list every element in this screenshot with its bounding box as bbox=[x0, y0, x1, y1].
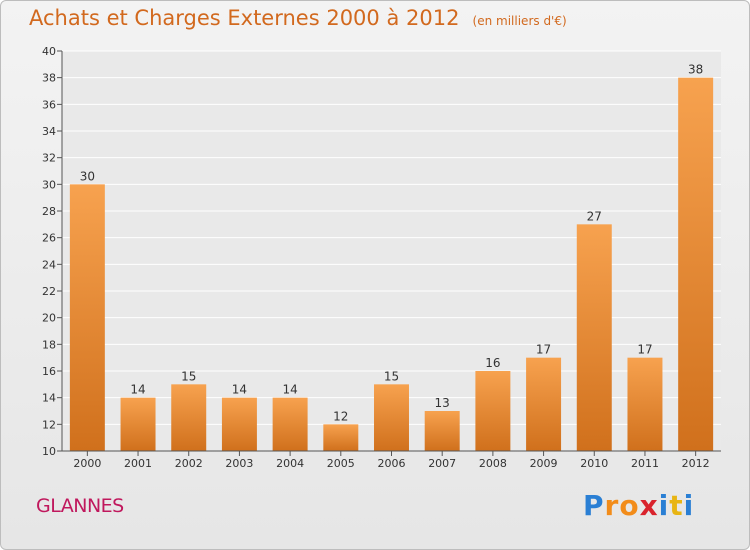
data-label: 14 bbox=[232, 383, 247, 397]
y-tick-label: 12 bbox=[42, 418, 56, 431]
y-tick-label: 22 bbox=[42, 285, 56, 298]
logo-letter: i bbox=[683, 489, 695, 522]
y-tick-label: 36 bbox=[42, 98, 56, 111]
y-tick-label: 28 bbox=[42, 205, 56, 218]
bar-2011 bbox=[627, 357, 663, 451]
place-name: GLANNES bbox=[36, 495, 124, 517]
bar-2002 bbox=[171, 384, 207, 451]
x-tick-label: 2008 bbox=[479, 457, 507, 470]
bar-2003 bbox=[221, 397, 257, 451]
y-tick-label: 26 bbox=[42, 232, 56, 245]
x-tick-label: 2002 bbox=[175, 457, 203, 470]
y-tick-label: 18 bbox=[42, 338, 56, 351]
data-label: 12 bbox=[333, 409, 348, 423]
y-tick-label: 30 bbox=[42, 178, 56, 191]
x-tick-label: 2010 bbox=[580, 457, 608, 470]
chart-unit: (en milliers d'€) bbox=[472, 14, 567, 28]
logo-letter: x bbox=[639, 489, 659, 522]
labels-layer: 30 14 15 14 14 12 15 13 16 17 27 17 38 bbox=[80, 63, 704, 424]
bar-2009 bbox=[526, 357, 562, 451]
data-label: 38 bbox=[688, 63, 703, 77]
x-tick-label: 2003 bbox=[225, 457, 253, 470]
bar-2006 bbox=[374, 384, 409, 451]
data-label: 14 bbox=[130, 383, 145, 397]
logo-letter: i bbox=[658, 489, 670, 522]
bar-2008 bbox=[475, 371, 511, 451]
y-tick-label: 16 bbox=[42, 365, 56, 378]
data-label: 27 bbox=[587, 209, 602, 223]
data-label: 17 bbox=[536, 343, 551, 357]
bars-layer bbox=[69, 77, 714, 452]
logo-letter: o bbox=[619, 489, 640, 522]
x-tick-label: 2001 bbox=[124, 457, 152, 470]
title-row: Achats et Charges Externes 2000 à 2012 (… bbox=[29, 6, 567, 30]
x-tick-label: 2011 bbox=[631, 457, 659, 470]
bar-2005 bbox=[323, 424, 359, 451]
x-tick-label: 2004 bbox=[276, 457, 304, 470]
y-tick-label: 32 bbox=[42, 152, 56, 165]
x-tick-label: 2005 bbox=[327, 457, 355, 470]
data-label: 13 bbox=[435, 396, 450, 410]
logo-letter: t bbox=[669, 489, 684, 522]
x-tick-label: 2007 bbox=[428, 457, 456, 470]
y-tick-label: 20 bbox=[42, 312, 56, 325]
x-tick-label: 2006 bbox=[378, 457, 406, 470]
logo-letter: r bbox=[604, 489, 620, 522]
bar-2010 bbox=[576, 224, 612, 451]
y-tick-label: 34 bbox=[42, 125, 56, 138]
axes-layer: 10 12 14 16 18 20 22 24 26 28 30 32 34 36 38 40 2000 2001… bbox=[42, 45, 721, 470]
bar-2012 bbox=[678, 77, 714, 452]
y-tick-label: 14 bbox=[42, 392, 56, 405]
x-tick-label: 2009 bbox=[530, 457, 558, 470]
data-label: 17 bbox=[637, 343, 652, 357]
bar-2000 bbox=[69, 184, 105, 452]
y-tick-label: 40 bbox=[42, 45, 56, 58]
y-tick-label: 10 bbox=[42, 445, 56, 458]
bar-2001 bbox=[120, 397, 156, 451]
chart-title: Achats et Charges Externes 2000 à 2012 bbox=[29, 6, 460, 30]
bar-2007 bbox=[424, 411, 460, 451]
logo-letter: P bbox=[583, 489, 605, 522]
x-tick-label: 2000 bbox=[73, 457, 101, 470]
x-tick-label: 2012 bbox=[682, 457, 710, 470]
data-label: 15 bbox=[181, 369, 196, 383]
data-label: 15 bbox=[384, 369, 399, 383]
data-label: 16 bbox=[485, 356, 500, 370]
bar-2004 bbox=[272, 397, 308, 451]
data-label: 30 bbox=[80, 169, 95, 183]
data-label: 14 bbox=[282, 383, 297, 397]
y-tick-label: 38 bbox=[42, 72, 56, 85]
y-tick-label: 24 bbox=[42, 258, 56, 271]
proxiti-logo[interactable]: Proxiti bbox=[583, 489, 694, 522]
